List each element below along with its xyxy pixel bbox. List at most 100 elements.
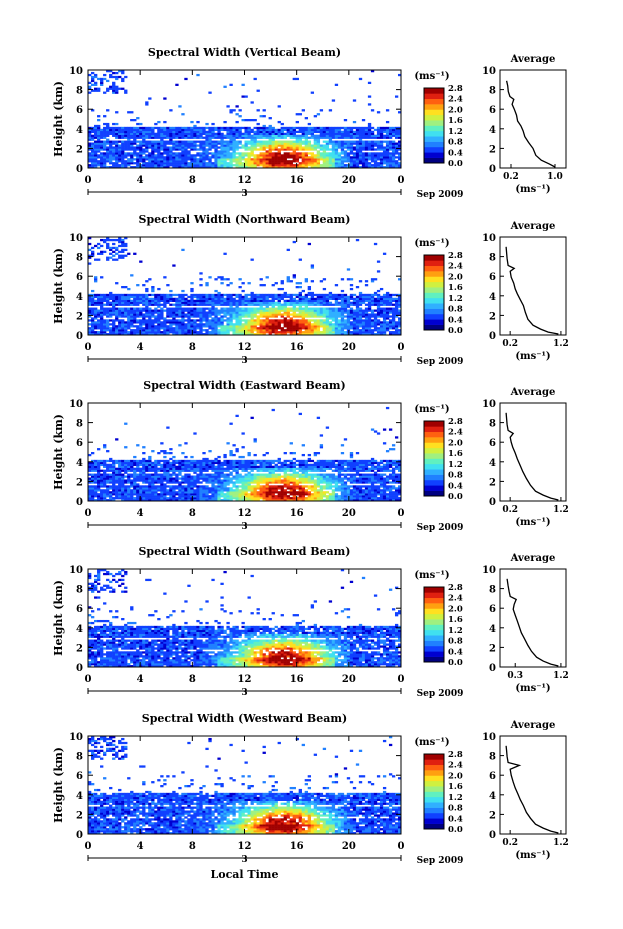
heatmap-cell <box>124 152 128 155</box>
heatmap-cell <box>307 493 312 496</box>
heatmap-cell <box>124 329 128 332</box>
heatmap-cell <box>163 97 167 100</box>
heatmap-cell <box>214 297 218 301</box>
heatmap-cell <box>163 319 167 322</box>
heatmap-cell <box>364 317 369 320</box>
heatmap-cell <box>268 303 272 306</box>
heatmap-cell <box>214 313 218 316</box>
heatmap-cell <box>283 293 287 297</box>
heatmap-cell <box>322 136 327 139</box>
heatmap-cell <box>391 140 396 143</box>
heatmap-cell <box>310 497 315 500</box>
heatmap-cell <box>379 126 384 130</box>
heatmap-cell <box>397 152 402 155</box>
heatmap-cell <box>199 307 203 310</box>
heatmap-cell <box>346 156 351 159</box>
heatmap-cell <box>142 156 146 159</box>
heatmap-cell <box>223 166 227 169</box>
heatmap-cell <box>373 309 378 312</box>
heatmap-cell <box>136 491 140 494</box>
heatmap-cell <box>232 333 236 336</box>
heatmap-cell <box>328 295 333 299</box>
heatmap-cell <box>91 323 95 326</box>
heatmap-cell <box>136 489 140 492</box>
heatmap-cell <box>187 323 191 326</box>
heatmap-cell <box>175 154 179 157</box>
heatmap-cell <box>91 491 95 494</box>
heatmap-cell <box>364 140 369 143</box>
heatmap-cell <box>202 146 206 149</box>
heatmap-cell <box>172 487 176 490</box>
heatmap-cell <box>310 295 315 299</box>
heatmap-cell <box>313 156 318 159</box>
heatmap-cell <box>106 150 110 153</box>
heatmap-cell <box>292 497 296 500</box>
heatmap-cell <box>286 331 290 334</box>
heatmap-cell <box>100 333 104 336</box>
heatmap-cell <box>379 495 384 498</box>
heatmap-cell <box>250 327 254 330</box>
heatmap-cell <box>229 160 233 163</box>
heatmap-cell <box>184 140 188 143</box>
heatmap-cell <box>316 134 321 137</box>
heatmap-cell <box>382 489 387 492</box>
heatmap-cell <box>88 295 92 299</box>
avg-y-tick-label: 0 <box>489 164 496 175</box>
heatmap-cell <box>298 321 302 324</box>
heatmap-cell <box>292 276 296 279</box>
heatmap-cell <box>238 130 242 134</box>
heatmap-cell <box>106 158 110 161</box>
heatmap-cell <box>220 311 224 314</box>
heatmap-cell <box>244 499 248 502</box>
heatmap-cell <box>328 132 333 135</box>
heatmap-cell <box>307 331 312 334</box>
heatmap-cell <box>115 493 119 496</box>
heatmap-cell <box>160 311 164 314</box>
heatmap-cell <box>97 136 101 139</box>
heatmap-cell <box>109 132 113 135</box>
heatmap-cell <box>109 85 113 88</box>
heatmap-cell <box>340 325 345 328</box>
heatmap-cell <box>325 299 330 302</box>
heatmap-cell <box>169 315 173 318</box>
heatmap-cell <box>190 313 194 316</box>
heatmap-cell <box>178 299 182 302</box>
heatmap-cell <box>97 154 101 157</box>
heatmap-cell <box>286 497 290 500</box>
heatmap-cell <box>376 313 381 316</box>
heatmap-cell <box>91 250 95 253</box>
heatmap-cell <box>316 325 321 328</box>
heatmap-cell <box>217 317 221 320</box>
heatmap-cell <box>352 491 357 494</box>
heatmap-cell <box>139 327 143 330</box>
heatmap-cell <box>112 497 116 500</box>
heatmap-cell <box>205 487 209 490</box>
heatmap-cell <box>214 317 218 320</box>
heatmap-cell <box>262 142 266 145</box>
heatmap-cell <box>331 126 336 130</box>
heatmap-cell <box>349 130 354 134</box>
heatmap-cell <box>226 309 230 312</box>
heatmap-cell <box>187 491 191 494</box>
heatmap-cell <box>244 303 248 306</box>
heatmap-cell <box>127 491 131 494</box>
heatmap-cell <box>334 146 339 149</box>
heatmap-cell <box>175 493 179 496</box>
heatmap-cell <box>208 136 212 139</box>
heatmap-cell <box>130 309 134 312</box>
heatmap-cell <box>334 297 339 301</box>
heatmap-cell <box>328 325 333 328</box>
heatmap-cell <box>130 331 134 334</box>
heatmap-cell <box>289 166 293 169</box>
heatmap-cell <box>259 321 263 324</box>
heatmap-cell <box>211 331 215 334</box>
heatmap-cell <box>94 142 98 145</box>
heatmap-cell <box>136 166 140 169</box>
y-tick-label: 10 <box>69 66 83 77</box>
heatmap-cell <box>160 487 164 490</box>
heatmap-cell <box>262 160 266 163</box>
heatmap-cell <box>94 132 98 135</box>
heatmap-cell <box>331 495 336 498</box>
heatmap-cell <box>319 325 324 328</box>
heatmap-cell <box>214 126 218 130</box>
